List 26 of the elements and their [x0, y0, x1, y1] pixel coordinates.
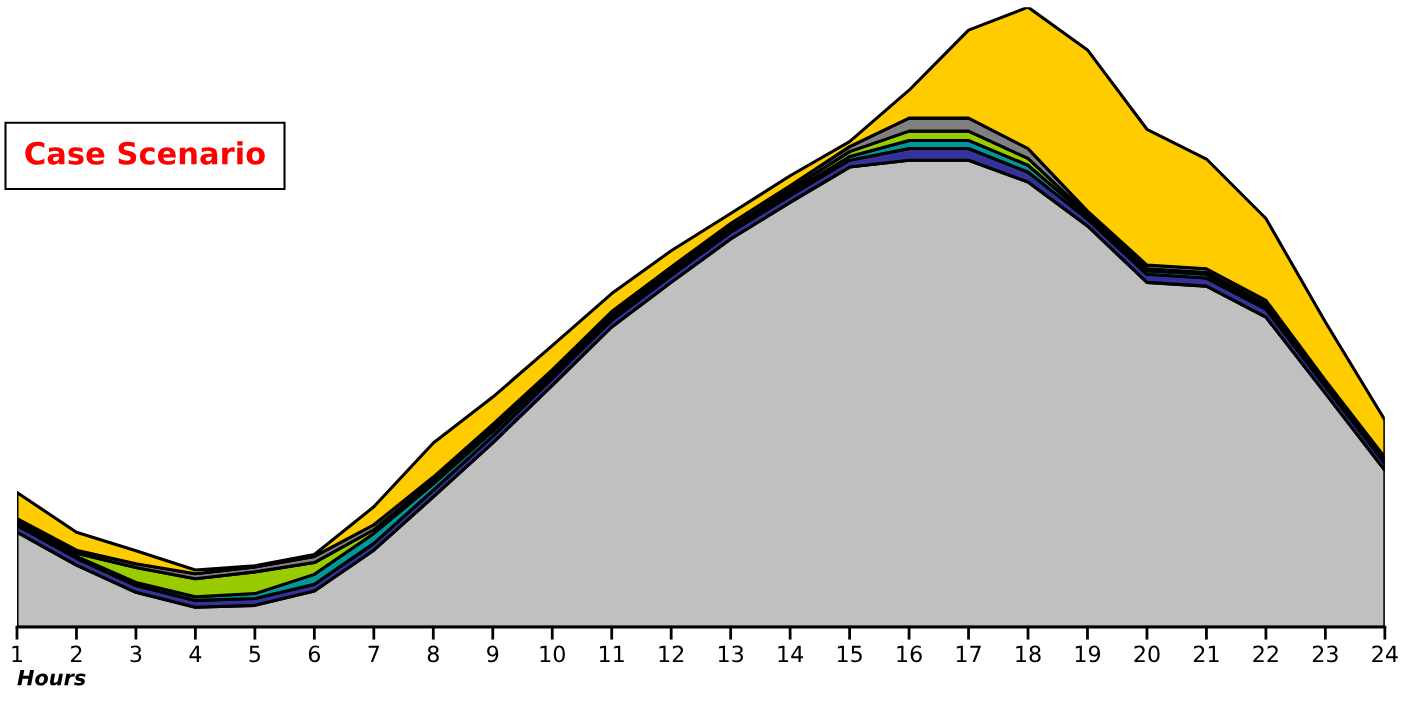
text: Case Scenario — [25, 141, 265, 165]
x-tick-label: 18 — [1016, 645, 1041, 663]
x-tick-label: 24 — [1372, 645, 1398, 662]
x-tick-label: 13 — [718, 645, 744, 663]
x-axis-title: Hours — [17, 670, 86, 686]
x-tick-label: 20 — [1134, 645, 1160, 663]
x-tick-label: 3 — [130, 645, 142, 663]
x-tick-label: 22 — [1253, 645, 1278, 662]
x-tick-label: 8 — [427, 645, 439, 663]
x-tick-label: 6 — [308, 645, 321, 663]
x-tick-label: 17 — [956, 645, 981, 662]
x-tick-label: 11 — [600, 645, 624, 662]
x-tick-label: 4 — [189, 645, 202, 662]
x-tick-label: 16 — [897, 645, 922, 663]
x-tick-label: 15 — [837, 645, 862, 663]
x-tick-label: 19 — [1075, 645, 1101, 663]
x-tick-label: 5 — [249, 645, 261, 663]
x-tick-label: 23 — [1312, 645, 1338, 663]
x-tick-label: 21 — [1193, 645, 1219, 662]
x-tick-label: 14 — [778, 645, 804, 662]
x-tick-label: 9 — [487, 645, 499, 663]
x-tick-label: 10 — [540, 645, 565, 663]
x-tick-label: 1 — [12, 645, 23, 662]
x-tick-label: 12 — [659, 645, 684, 662]
x-tick-label: 7 — [368, 645, 379, 662]
x-tick-label: 2 — [71, 645, 82, 662]
